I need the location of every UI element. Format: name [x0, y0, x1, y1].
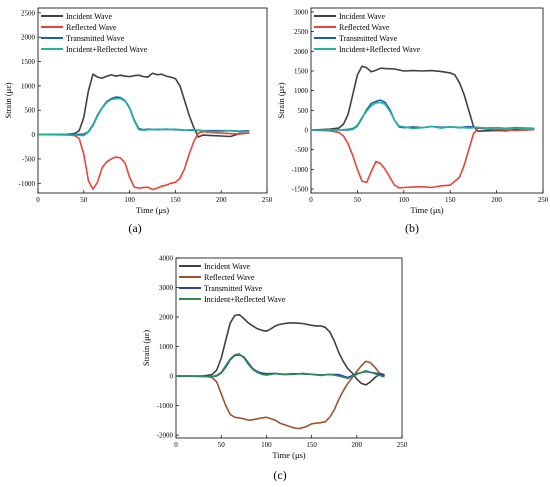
x-tick-label: 200	[216, 196, 227, 204]
plot-frame	[175, 257, 403, 439]
y-tick-label: 0	[305, 127, 309, 135]
legend-entry-3: Incident+Reflected Wave	[204, 295, 286, 304]
y-tick-label: 500	[298, 107, 309, 115]
x-tick-label: 150	[306, 441, 317, 449]
y-tick-label: 2000	[294, 48, 309, 56]
x-tick-label: 250	[397, 441, 408, 449]
legend-entry-1: Reflected Wave	[204, 273, 255, 282]
x-tick-label: 250	[262, 196, 273, 204]
plot-frame	[310, 7, 544, 194]
y-tick-label: -1000	[19, 180, 36, 188]
x-tick-label: 50	[354, 196, 362, 204]
y-tick-label: 3000	[294, 8, 309, 16]
y-axis-label: Strain (με)	[3, 82, 13, 118]
x-tick-label: 0	[309, 196, 313, 204]
series-group	[311, 65, 535, 189]
y-tick-label: 2500	[21, 9, 36, 17]
legend-entry-0: Incident Wave	[204, 262, 251, 271]
y-tick-label: 0	[170, 373, 174, 381]
y-tick-label: 1000	[294, 87, 309, 95]
x-tick-label: 50	[218, 441, 226, 449]
panel-label: (a)	[128, 221, 141, 235]
chart-panel-0: 0 50 100 150 200 250 -1000 -500 0 500 1000 1500 2000…	[3, 7, 273, 235]
x-axis-label: Time (μs)	[410, 205, 443, 215]
series-line-3	[311, 101, 535, 131]
x-tick-label: 100	[261, 441, 272, 449]
series-line-3	[38, 97, 250, 137]
series-line-0	[38, 72, 250, 138]
legend-entry-2: Transmitted Wave	[339, 34, 398, 43]
y-tick-label: 1500	[21, 58, 36, 66]
series-line-2	[38, 96, 250, 136]
x-tick-label: 0	[174, 441, 178, 449]
series-line-1	[311, 127, 535, 189]
y-tick-label: 1000	[159, 343, 174, 351]
x-axis-label: Time (μs)	[272, 450, 305, 460]
y-tick-label: 500	[25, 107, 36, 115]
y-tick-label: -2000	[157, 432, 174, 440]
x-tick-label: 150	[170, 196, 181, 204]
series-group	[38, 72, 250, 191]
x-tick-label: 0	[36, 196, 40, 204]
legend-entry-1: Reflected Wave	[66, 23, 117, 32]
y-tick-label: -500	[22, 155, 35, 163]
x-tick-label: 200	[491, 196, 502, 204]
legend-entry-1: Reflected Wave	[339, 23, 390, 32]
x-tick-label: 200	[352, 441, 363, 449]
y-axis-label: Strain (με)	[276, 82, 286, 118]
y-tick-label: 2000	[159, 314, 174, 322]
plot-frame	[37, 7, 268, 194]
y-tick-label: 1500	[294, 67, 309, 75]
x-tick-label: 100	[399, 196, 410, 204]
legend-entry-0: Incident Wave	[66, 12, 113, 21]
panel-label: (b)	[405, 221, 419, 235]
y-tick-label: 1000	[21, 82, 36, 90]
legend-entry-0: Incident Wave	[339, 12, 386, 21]
y-tick-label: -1500	[292, 186, 309, 194]
x-axis-label: Time (μs)	[136, 205, 169, 215]
y-tick-label: 2500	[294, 28, 309, 36]
chart-panel-2: 0 50 100 150 200 250 -2000 -1000 0 1000 2000 3000 40…	[141, 255, 408, 483]
y-tick-label: 0	[32, 131, 36, 139]
x-tick-label: 100	[124, 196, 135, 204]
x-tick-label: 50	[80, 196, 88, 204]
y-tick-label: -500	[295, 146, 308, 154]
chart-panel-1: 0 50 100 150 200 250 -1500 -1000 -500 0 500 1000 150…	[276, 7, 549, 235]
legend-entry-3: Incident+Reflected Wave	[66, 45, 148, 54]
legend-entry-3: Incident+Reflected Wave	[339, 45, 421, 54]
y-tick-label: -1000	[292, 166, 309, 174]
series-line-1	[176, 360, 385, 430]
x-tick-label: 250	[538, 196, 549, 204]
y-tick-label: 3000	[159, 284, 174, 292]
y-axis-label: Strain (με)	[141, 330, 151, 366]
series-line-3	[176, 353, 385, 380]
series-line-0	[311, 65, 535, 132]
legend-entry-2: Transmitted Wave	[204, 284, 263, 293]
legend-entry-2: Transmitted Wave	[66, 34, 125, 43]
panel-label: (c)	[273, 468, 286, 482]
y-tick-label: 4000	[159, 255, 174, 263]
y-tick-label: 2000	[21, 34, 36, 42]
series-group	[176, 313, 385, 430]
x-tick-label: 150	[445, 196, 456, 204]
series-line-2	[311, 99, 535, 131]
y-tick-label: -1000	[157, 402, 174, 410]
series-line-1	[38, 130, 250, 191]
